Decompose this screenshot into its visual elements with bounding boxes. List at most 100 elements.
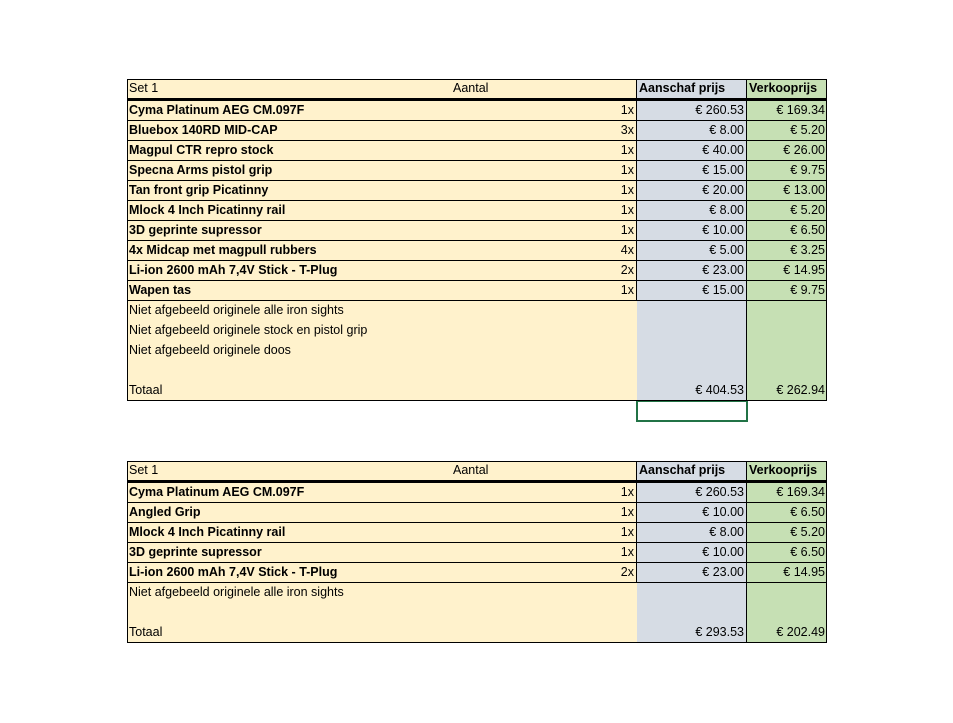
total-label: Totaal <box>127 623 451 643</box>
note: Niet afgebeeld originele alle iron sight… <box>127 301 451 321</box>
item-sale: € 6.50 <box>747 543 827 563</box>
item-cost: € 15.00 <box>637 161 747 181</box>
item-name: Angled Grip <box>127 503 451 523</box>
header-cell: Aantal <box>451 461 637 481</box>
item-name: Li-ion 2600 mAh 7,4V Stick - T-Plug <box>127 563 451 583</box>
empty-cell <box>451 361 637 381</box>
note-fill <box>637 583 747 603</box>
item-sale: € 5.20 <box>747 523 827 543</box>
header-cell: Set 1 <box>127 461 451 481</box>
item-sale: € 14.95 <box>747 261 827 281</box>
note: Niet afgebeeld originele stock en pistol… <box>127 321 451 341</box>
item-qty: 1x <box>451 221 637 241</box>
header-cell: Set 1 <box>127 79 451 99</box>
item-cost: € 10.00 <box>637 503 747 523</box>
item-sale: € 9.75 <box>747 281 827 301</box>
item-qty: 1x <box>451 101 637 121</box>
note-fill <box>747 301 827 321</box>
note: Niet afgebeeld originele doos <box>127 341 451 361</box>
header-cell: Verkooprijs <box>747 461 827 481</box>
item-sale: € 169.34 <box>747 483 827 503</box>
item-qty: 3x <box>451 121 637 141</box>
item-sale: € 169.34 <box>747 101 827 121</box>
item-name: Wapen tas <box>127 281 451 301</box>
item-cost: € 8.00 <box>637 523 747 543</box>
item-sale: € 6.50 <box>747 503 827 523</box>
item-sale: € 13.00 <box>747 181 827 201</box>
total-sale: € 262.94 <box>747 381 827 401</box>
total-fill <box>451 623 637 643</box>
item-name: Bluebox 140RD MID-CAP <box>127 121 451 141</box>
item-qty: 1x <box>451 503 637 523</box>
empty-cell <box>637 603 747 623</box>
item-name: Mlock 4 Inch Picatinny rail <box>127 523 451 543</box>
note-fill <box>637 341 747 361</box>
item-qty: 4x <box>451 241 637 261</box>
item-cost: € 260.53 <box>637 483 747 503</box>
empty-cell <box>747 603 827 623</box>
total-sale: € 202.49 <box>747 623 827 643</box>
item-qty: 1x <box>451 483 637 503</box>
note-fill <box>451 341 637 361</box>
item-cost: € 10.00 <box>637 221 747 241</box>
empty-cell <box>637 361 747 381</box>
item-name: Specna Arms pistol grip <box>127 161 451 181</box>
item-cost: € 40.00 <box>637 141 747 161</box>
empty-cell <box>747 361 827 381</box>
total-cost: € 293.53 <box>637 623 747 643</box>
item-cost: € 15.00 <box>637 281 747 301</box>
item-name: Cyma Platinum AEG CM.097F <box>127 483 451 503</box>
item-cost: € 8.00 <box>637 201 747 221</box>
item-name: Magpul CTR repro stock <box>127 141 451 161</box>
item-sale: € 3.25 <box>747 241 827 261</box>
item-qty: 1x <box>451 141 637 161</box>
item-sale: € 5.20 <box>747 201 827 221</box>
item-name: Li-ion 2600 mAh 7,4V Stick - T-Plug <box>127 261 451 281</box>
item-sale: € 26.00 <box>747 141 827 161</box>
note-fill <box>451 301 637 321</box>
item-cost: € 5.00 <box>637 241 747 261</box>
note-fill <box>747 341 827 361</box>
note-fill <box>637 301 747 321</box>
item-cost: € 23.00 <box>637 563 747 583</box>
item-cost: € 23.00 <box>637 261 747 281</box>
item-cost: € 260.53 <box>637 101 747 121</box>
note-fill <box>637 321 747 341</box>
note-fill <box>747 321 827 341</box>
total-fill <box>451 381 637 401</box>
item-name: Mlock 4 Inch Picatinny rail <box>127 201 451 221</box>
item-qty: 1x <box>451 181 637 201</box>
header-cell: Aanschaf prijs <box>637 461 747 481</box>
item-sale: € 5.20 <box>747 121 827 141</box>
item-qty: 2x <box>451 261 637 281</box>
item-name: Cyma Platinum AEG CM.097F <box>127 101 451 121</box>
total-cost: € 404.53 <box>637 381 747 401</box>
item-qty: 1x <box>451 161 637 181</box>
item-cost: € 20.00 <box>637 181 747 201</box>
item-cost: € 8.00 <box>637 121 747 141</box>
header-cell: Aantal <box>451 79 637 99</box>
item-qty: 1x <box>451 543 637 563</box>
item-qty: 1x <box>451 281 637 301</box>
item-name: 3D geprinte supressor <box>127 543 451 563</box>
empty-cell <box>127 361 451 381</box>
item-name: 3D geprinte supressor <box>127 221 451 241</box>
item-cost: € 10.00 <box>637 543 747 563</box>
total-label: Totaal <box>127 381 451 401</box>
empty-cell <box>451 603 637 623</box>
note-fill <box>451 583 637 603</box>
note-fill <box>747 583 827 603</box>
item-sale: € 6.50 <box>747 221 827 241</box>
item-name: Tan front grip Picatinny <box>127 181 451 201</box>
empty-cell <box>127 603 451 623</box>
item-sale: € 9.75 <box>747 161 827 181</box>
item-sale: € 14.95 <box>747 563 827 583</box>
item-qty: 1x <box>451 201 637 221</box>
header-cell: Aanschaf prijs <box>637 79 747 99</box>
header-cell: Verkooprijs <box>747 79 827 99</box>
selected-cell[interactable] <box>636 400 748 422</box>
item-qty: 1x <box>451 523 637 543</box>
note-fill <box>451 321 637 341</box>
item-name: 4x Midcap met magpull rubbers <box>127 241 451 261</box>
